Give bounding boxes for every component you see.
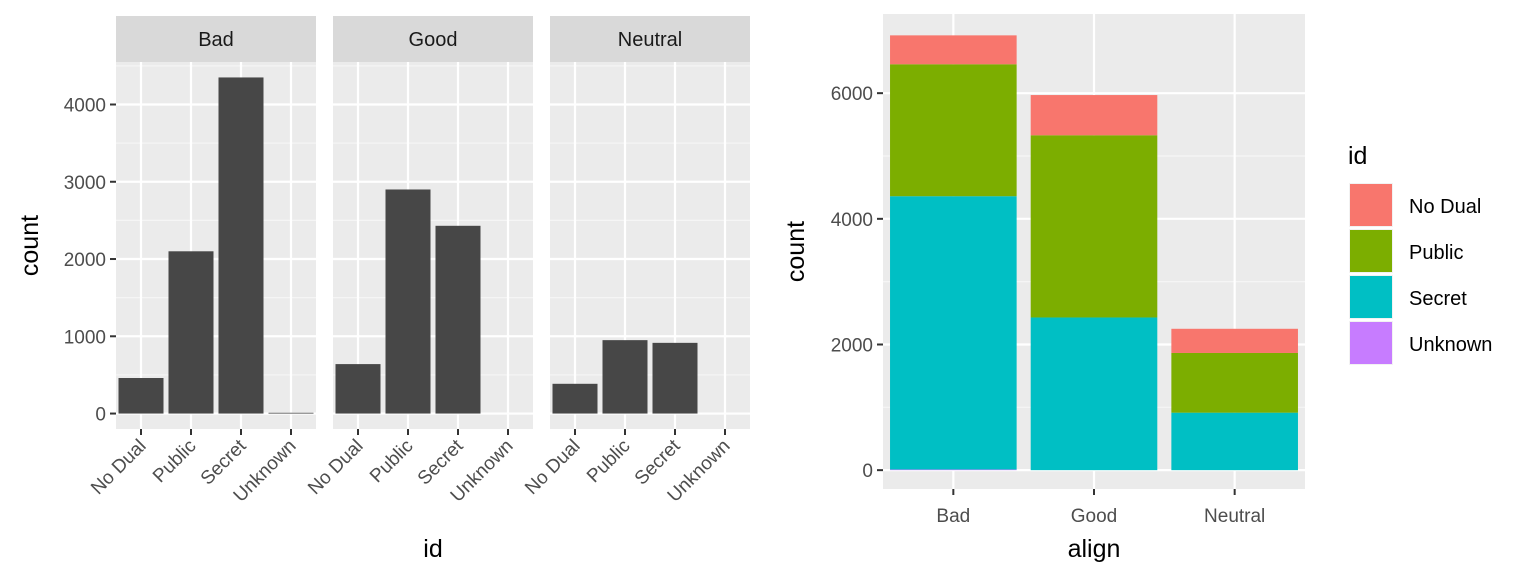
y-tick-label: 3000 [64,173,106,194]
legend-key-no-dual [1350,184,1392,226]
bar-bad-unknown [268,412,314,414]
panel-background [550,62,750,429]
bar-good-no-dual [1030,95,1158,136]
bar-neutral-secret [1171,412,1298,471]
legend-label: No Dual [1409,196,1481,218]
bar-bad-no-dual [890,35,1017,65]
legend-key-public [1350,230,1392,272]
bar-bad-no-dual [118,378,164,414]
facet-strip [116,16,316,62]
facet-strip-label: Bad [198,29,234,51]
y-axis-title: count [16,215,44,276]
facet-strip [333,16,533,62]
y-tick-label: 4000 [64,95,106,116]
bar-bad-secret [218,77,264,414]
facet-strip [550,16,750,62]
y-tick-label: 6000 [831,84,873,105]
bar-bad-unknown [890,469,1017,471]
x-tick-label: Public [149,436,200,487]
bar-bad-public [890,64,1017,197]
x-tick-label: Public [366,436,417,487]
x-tick-label: No Dual [304,436,367,499]
bar-good-public [1030,135,1158,318]
legend-key-unknown [1350,322,1392,364]
y-tick-label: 0 [95,405,106,426]
y-axis-title: count [782,221,810,282]
bar-bad-secret [890,196,1017,470]
x-axis-title: align [1068,535,1121,563]
facet-strip-label: Neutral [618,29,682,51]
facet-strip-label: Good [409,29,458,51]
bar-neutral-public [602,340,648,414]
legend-title: id [1348,142,1367,170]
legend-label: Secret [1409,288,1467,310]
y-tick-label: 2000 [831,335,873,356]
x-tick-label: No Dual [521,436,584,499]
bar-good-public [385,189,431,414]
y-tick-label: 1000 [64,327,106,348]
bar-neutral-no-dual [552,383,598,414]
legend-label: Public [1409,242,1463,264]
bar-good-no-dual [335,364,381,414]
x-tick-label: Neutral [1204,506,1265,527]
bar-neutral-secret [652,342,698,414]
bar-good-secret [1030,317,1158,471]
y-tick-label: 2000 [64,250,106,271]
x-tick-label: No Dual [87,436,150,499]
bar-bad-public [168,251,214,414]
x-tick-label: Good [1071,506,1117,527]
bar-good-secret [435,225,481,414]
panel-background [116,62,316,429]
legend-key-secret [1350,276,1392,318]
legend: id No Dual Public Secret Unknown [1348,142,1492,365]
y-tick-label: 4000 [831,210,873,231]
legend-label: Unknown [1409,334,1492,356]
stacked-bar-chart: 0 2000 4000 6000 Bad Good Neutral align count [782,14,1305,563]
x-axis-title: id [423,535,442,563]
bar-neutral-public [1171,352,1298,413]
x-tick-label: Bad [936,506,970,527]
x-tick-label: Public [583,436,634,487]
bar-neutral-no-dual [1171,328,1298,353]
y-tick-label: 0 [862,461,873,482]
